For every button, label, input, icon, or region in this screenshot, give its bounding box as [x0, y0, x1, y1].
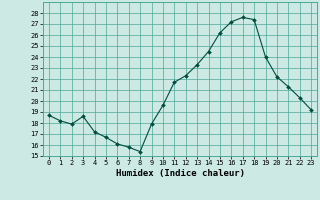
X-axis label: Humidex (Indice chaleur): Humidex (Indice chaleur) [116, 169, 244, 178]
